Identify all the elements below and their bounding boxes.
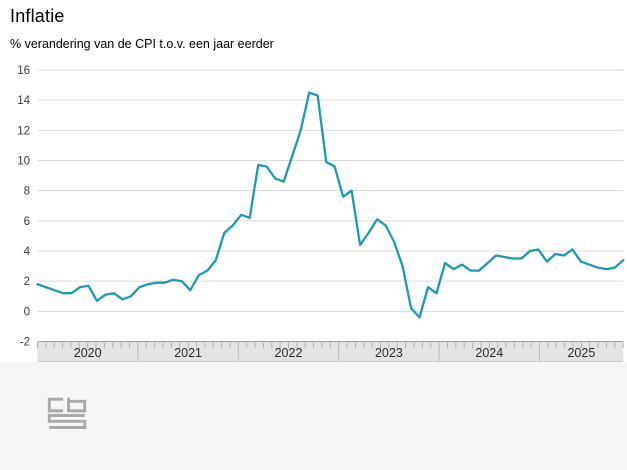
year-label: 2025: [567, 346, 595, 360]
y-axis-label: 6: [24, 216, 30, 228]
y-axis-label: 14: [17, 95, 30, 107]
chart-subtitle: % verandering van de CPI t.o.v. een jaar…: [10, 37, 274, 51]
cbs-logo-b: [67, 397, 87, 413]
year-label: 2020: [74, 346, 102, 360]
y-axis-label: 0: [24, 306, 30, 318]
y-axis-label: 2: [24, 276, 30, 288]
chart-footer: [0, 362, 627, 470]
year-label: 2024: [475, 346, 503, 360]
page-title: Inflatie: [10, 6, 65, 26]
y-axis-label: 12: [17, 125, 30, 137]
y-axis-label: 10: [17, 156, 30, 168]
year-label: 2022: [275, 346, 303, 360]
y-axis-label: 16: [17, 65, 30, 77]
year-label: 2023: [375, 346, 403, 360]
y-axis-label: -2: [20, 337, 30, 349]
year-label: 2021: [174, 346, 202, 360]
cbs-logo-c: [47, 397, 64, 413]
y-axis-label: 4: [24, 246, 31, 258]
cbs-logo-s: [47, 414, 87, 429]
inflation-series-line: [36, 91, 625, 319]
y-axis-label: 8: [24, 186, 30, 198]
cbs-logo: [47, 397, 87, 429]
x-axis-band: [37, 341, 624, 362]
